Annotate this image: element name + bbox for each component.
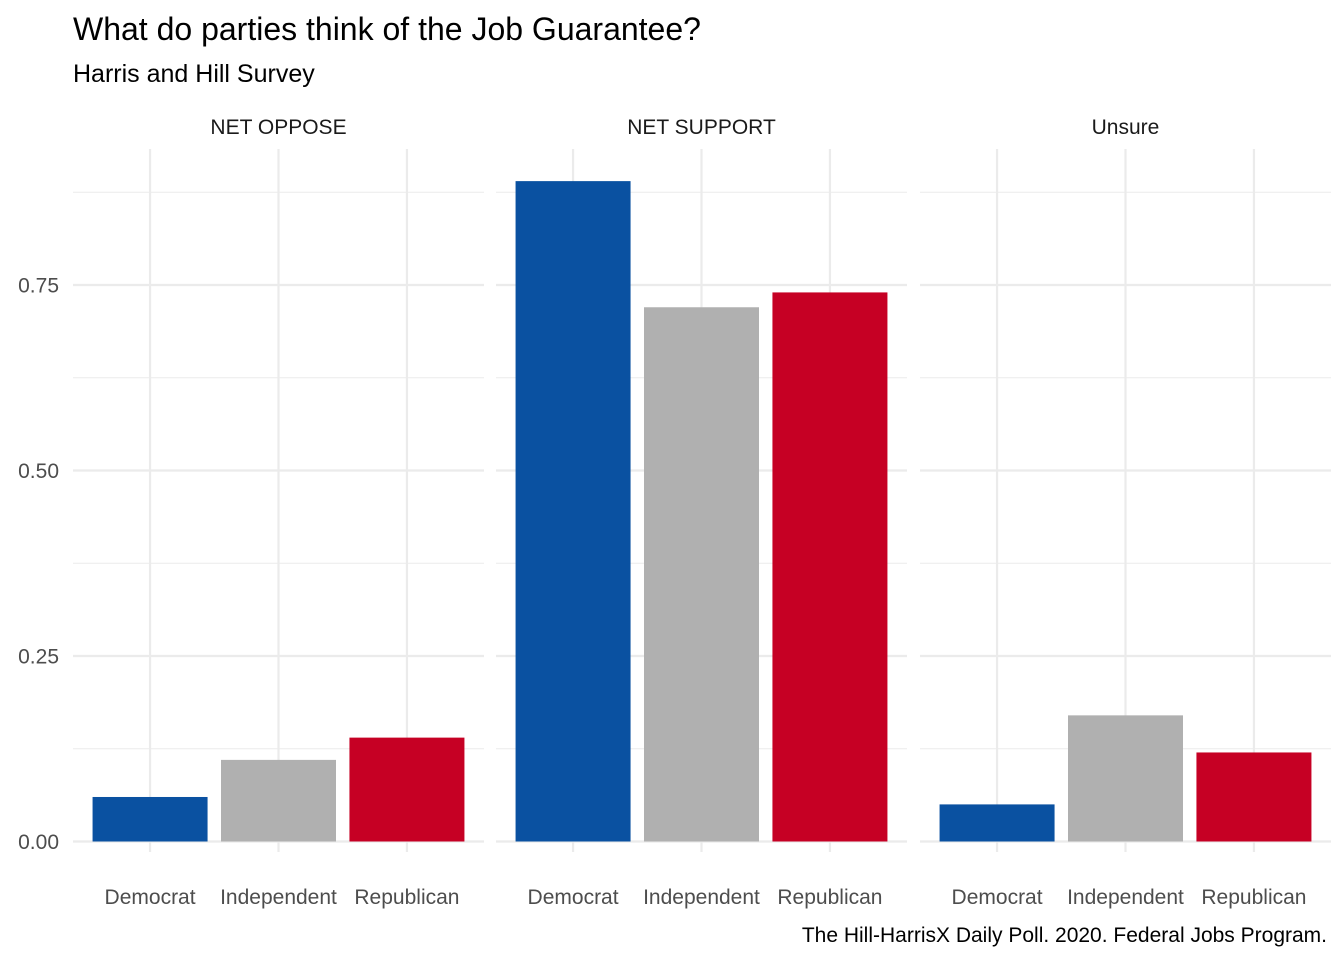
bar-republican bbox=[1196, 752, 1312, 842]
facet-strip-label: NET SUPPORT bbox=[627, 116, 776, 139]
x-tick-label: Republican bbox=[777, 886, 882, 909]
y-axis: 0.00 0.25 0.50 0.75 bbox=[18, 275, 59, 855]
facet-strip-label: Unsure bbox=[1092, 116, 1160, 139]
x-tick-label: Democrat bbox=[105, 886, 196, 909]
bar-democrat bbox=[92, 796, 208, 842]
x-tick-label: Democrat bbox=[952, 886, 1043, 909]
chart-title: What do parties think of the Job Guarant… bbox=[73, 11, 701, 47]
y-tick-label: 0.25 bbox=[18, 646, 59, 669]
x-tick-label: Independent bbox=[643, 886, 760, 909]
bar-republican bbox=[349, 737, 465, 842]
y-tick-label: 0.75 bbox=[18, 275, 59, 298]
x-tick-label: Republican bbox=[354, 886, 459, 909]
bar-independent bbox=[1068, 715, 1183, 842]
chart-subtitle: Harris and Hill Survey bbox=[73, 60, 315, 88]
x-tick-label: Independent bbox=[220, 886, 337, 909]
chart-caption: The Hill-HarrisX Daily Poll. 2020. Feder… bbox=[802, 924, 1327, 947]
facet-panel: NET SUPPORT Democrat Independent Republican bbox=[496, 116, 907, 909]
x-tick-label: Democrat bbox=[528, 886, 619, 909]
x-tick-label: Independent bbox=[1067, 886, 1184, 909]
facet-panel: Unsure Democrat Independent Republican bbox=[920, 116, 1331, 909]
y-tick-label: 0.00 bbox=[18, 831, 59, 854]
facet-strip-label: NET OPPOSE bbox=[210, 116, 346, 139]
bar-independent bbox=[221, 759, 336, 842]
bar-independent bbox=[644, 307, 759, 842]
bar-republican bbox=[772, 292, 888, 842]
facet-panel: NET OPPOSE Democrat Independent Republican bbox=[73, 116, 484, 909]
y-tick-label: 0.50 bbox=[18, 460, 59, 483]
bar-democrat bbox=[939, 804, 1055, 842]
bar-democrat bbox=[515, 181, 631, 842]
x-tick-label: Republican bbox=[1201, 886, 1306, 909]
